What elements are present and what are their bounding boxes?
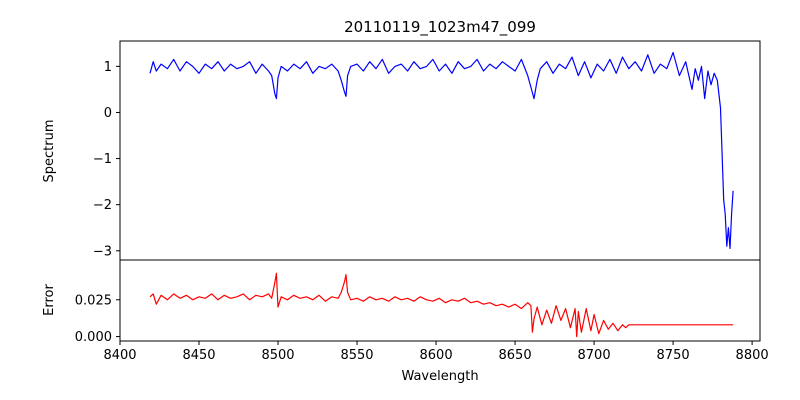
y-tick-label: 0.025 (75, 293, 112, 308)
y-tick-label: −1 (93, 152, 112, 167)
x-tick-label: 8700 (578, 348, 611, 363)
error-line-0 (149, 272, 734, 338)
x-tick-label: 8500 (261, 348, 294, 363)
x-tick-label: 8650 (499, 348, 532, 363)
y-tick-label: −2 (93, 198, 112, 213)
x-axis-label: Wavelength (401, 369, 478, 384)
spectrum-panel: 20110119_1023m47_099 1 0 −1 −2 −3 Spectrum (42, 18, 761, 261)
x-tick-label: 8450 (182, 348, 215, 363)
y-tick-label: −3 (93, 244, 112, 259)
y-tick-label: 0 (104, 106, 112, 121)
spectrum-y-ticks: 1 0 −1 −2 −3 (93, 60, 120, 259)
chart-title: 20110119_1023m47_099 (344, 18, 536, 37)
x-tick-label: 8750 (657, 348, 690, 363)
x-tick-label: 8800 (736, 348, 769, 363)
error-axes-frame (119, 259, 761, 342)
spectrum-y-axis-label: Spectrum (42, 120, 57, 183)
spectrum-series-group (149, 51, 734, 250)
x-ticks: 8400 8450 8500 8550 8600 8650 8700 8750 8800 (103, 341, 769, 363)
y-tick-label: 0.000 (75, 330, 112, 345)
error-series-group (149, 272, 734, 338)
x-tick-label: 8600 (420, 348, 453, 363)
error-y-ticks: 0.025 0.000 (75, 293, 120, 345)
x-tick-label: 8400 (103, 348, 136, 363)
x-tick-label: 8550 (340, 348, 373, 363)
spectrum-line-0 (149, 51, 734, 250)
y-tick-label: 1 (104, 60, 112, 75)
spectrum-axes-frame (119, 40, 761, 261)
error-y-axis-label: Error (42, 284, 57, 316)
